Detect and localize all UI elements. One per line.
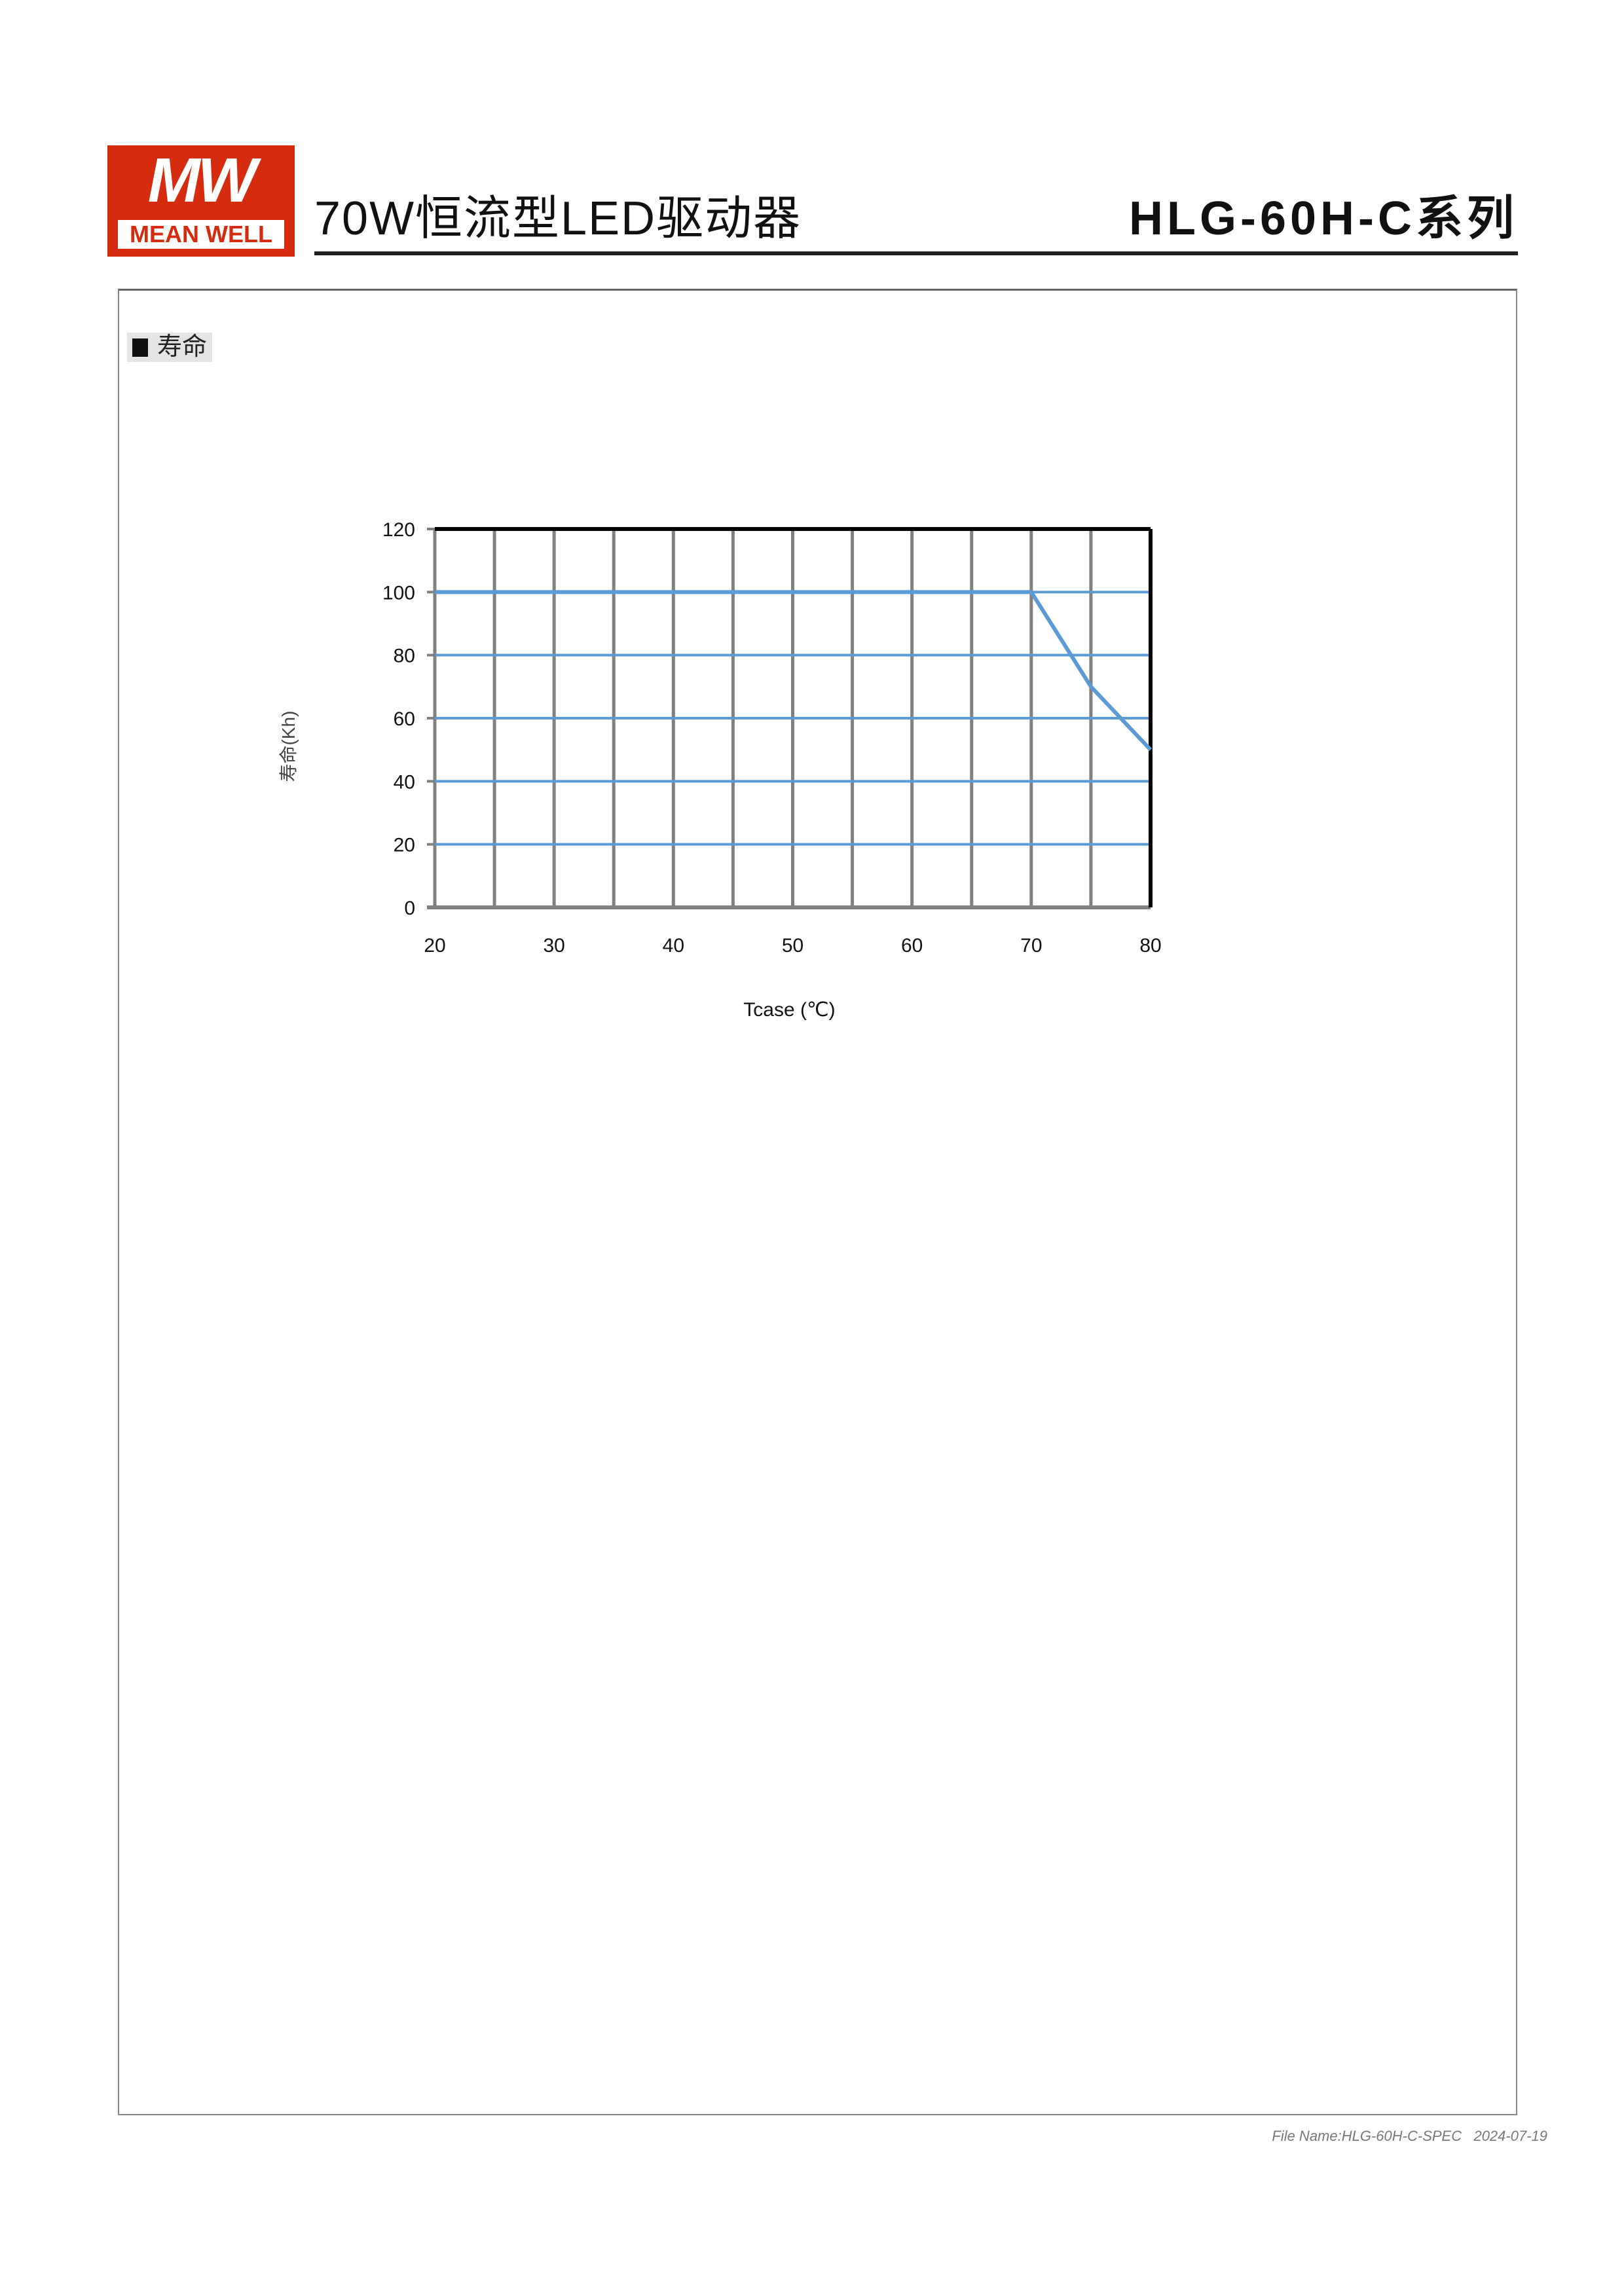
x-tick-label: 60 [901, 935, 923, 957]
y-tick-label: 60 [394, 708, 415, 730]
y-tick-label: 120 [382, 519, 415, 541]
y-tick-label: 20 [394, 835, 415, 856]
y-tick-label: 80 [394, 646, 415, 667]
section-heading: 寿命 [127, 333, 213, 362]
y-axis-label: 寿命(Kh) [278, 711, 299, 782]
lifetime-series-line [435, 590, 1153, 752]
bullet-square-icon [132, 338, 148, 357]
section-title: 寿命 [157, 333, 208, 361]
lifetime-chart: 0 20 40 60 80 100 120 20 30 40 50 60 70 80 Tcase (℃) 寿命… [278, 519, 1162, 1021]
content-frame [118, 289, 1517, 2115]
y-tick-label: 40 [394, 771, 415, 793]
x-tick-label: 40 [663, 935, 684, 957]
series-name: HLG-60H-C系列 [1128, 192, 1518, 245]
document-title: 70W恒流型LED驱动器 [314, 192, 802, 245]
x-tick-label: 20 [424, 935, 445, 957]
mean-well-logo: MW MEAN WELL [107, 145, 295, 257]
logo-mw-mark: MW [147, 145, 257, 215]
x-tick-label: 80 [1139, 935, 1161, 957]
x-axis-label: Tcase (℃) [743, 999, 835, 1021]
file-name: File Name:HLG-60H-C-SPEC [1272, 2128, 1462, 2144]
footer: File Name:HLG-60H-C-SPEC 2024-07-19 [1272, 2128, 1547, 2145]
y-tick-label: 0 [404, 898, 415, 919]
y-tick-label: 100 [382, 582, 415, 604]
x-tick-label: 50 [782, 935, 803, 957]
x-tick-label: 70 [1020, 935, 1042, 957]
logo-text: MEAN WELL [130, 221, 272, 247]
x-tick-label: 30 [543, 935, 564, 957]
footer-date: 2024-07-19 [1473, 2128, 1547, 2144]
title-divider [314, 251, 1518, 255]
